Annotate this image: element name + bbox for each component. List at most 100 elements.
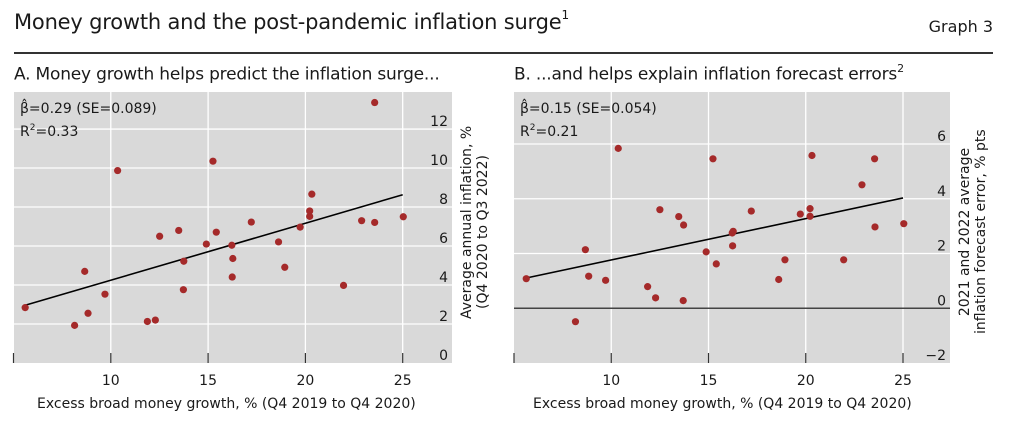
panel-a-data-point bbox=[151, 316, 159, 324]
panel-b-y-axis-label-line2: inflation forecast error, % pts bbox=[973, 129, 989, 334]
panel-a-data-point bbox=[371, 98, 379, 107]
panel-a-data-point bbox=[296, 223, 304, 231]
main-title-footnote: 1 bbox=[561, 8, 569, 22]
panel-a-x-tick-label: 15 bbox=[199, 373, 217, 389]
panel-a-data-point bbox=[84, 309, 92, 317]
header-divider bbox=[14, 52, 993, 54]
panel-a-y-tick-label: 12 bbox=[430, 114, 448, 130]
panel-b-data-point bbox=[871, 223, 879, 231]
panel-b-data-point bbox=[644, 283, 652, 291]
panel-a-data-point bbox=[21, 304, 29, 312]
panel-a-data-point bbox=[179, 286, 187, 294]
panel-a-y-tick-label: 6 bbox=[439, 231, 448, 247]
panel-a-data-point bbox=[81, 267, 89, 275]
panel-b-data-point bbox=[679, 296, 687, 305]
panel-b-y-tick-label: 2 bbox=[937, 239, 946, 255]
panel-a-data-point bbox=[358, 217, 366, 225]
panel-a-data-point bbox=[209, 157, 217, 165]
panel-a-y-axis-label: Average annual inflation, % (Q4 2020 to Q… bbox=[459, 125, 491, 319]
panel-a-x-tick-label: 25 bbox=[394, 373, 412, 389]
panel-a-data-point bbox=[274, 238, 283, 246]
panel-a-data-point bbox=[143, 317, 151, 326]
panel-b-data-point bbox=[858, 181, 866, 189]
panel-a-y-tick-label: 8 bbox=[439, 192, 448, 208]
panel-b-data-point bbox=[747, 207, 755, 215]
panel-b-data-point bbox=[900, 220, 908, 228]
panel-b-data-point bbox=[680, 221, 688, 229]
panel-a-title: A. Money growth helps predict the inflat… bbox=[14, 63, 440, 85]
panel-a-beta-annotation: β̂=0.29 (SE=0.089) bbox=[20, 98, 157, 117]
panel-b-title-footnote: 2 bbox=[897, 62, 904, 75]
panel-b-data-point bbox=[709, 155, 717, 163]
panel-b-y-axis-label: 2021 and 2022 average inflation forecast … bbox=[957, 129, 989, 334]
panel-a-y-axis-label-line1: Average annual inflation, % bbox=[459, 125, 475, 319]
panel-b-plot-area bbox=[514, 92, 950, 363]
panel-b-data-point bbox=[806, 212, 814, 220]
panel-b-y-tick-label: 4 bbox=[937, 184, 946, 200]
panel-a-data-point bbox=[308, 190, 316, 198]
panel-b-title: B. ...and helps explain inflation foreca… bbox=[514, 62, 904, 85]
panel-b-x-axis-label: Excess broad money growth, % (Q4 2019 to… bbox=[533, 396, 912, 412]
panel-b-data-point bbox=[651, 294, 660, 302]
panel-a-x-axis-label: Excess broad money growth, % (Q4 2019 to… bbox=[37, 396, 416, 412]
panel-b-y-axis-label-line1: 2021 and 2022 average bbox=[957, 147, 973, 317]
panel-a-data-point bbox=[281, 263, 289, 271]
panel-a-data-point bbox=[229, 254, 237, 263]
panel-a-regression-line bbox=[24, 193, 403, 307]
panel-a-data-point bbox=[399, 213, 407, 221]
panel-b-data-point bbox=[602, 276, 610, 284]
panel-b-data-point bbox=[781, 256, 789, 264]
panel-a-data-point bbox=[306, 207, 314, 215]
panel-a-plot-area bbox=[14, 92, 452, 363]
panel-b-r2-annotation: R2=0.21 bbox=[520, 123, 578, 140]
panel-a-data-point bbox=[71, 321, 79, 329]
panel-a-r2-annotation: R2=0.33 bbox=[20, 123, 78, 140]
panel-b-data-point bbox=[775, 275, 783, 284]
panel-b-x-tick-label: 25 bbox=[894, 373, 912, 389]
panel-a-x-tick-label: 20 bbox=[296, 373, 314, 389]
panel-a-y-tick-label: 4 bbox=[439, 270, 448, 286]
graph-number-label: Graph 3 bbox=[928, 17, 993, 36]
panel-b-data-point bbox=[806, 205, 814, 213]
panel-b-data-point bbox=[614, 144, 622, 152]
panel-a-data-point bbox=[228, 241, 236, 249]
panel-a-data-point bbox=[371, 218, 379, 227]
panel-b-y-tick-label: 6 bbox=[937, 129, 946, 145]
panel-b-regression-line bbox=[525, 197, 904, 279]
main-title-text: Money growth and the post-pandemic infla… bbox=[14, 10, 562, 34]
panel-b-beta-annotation: β̂=0.15 (SE=0.054) bbox=[520, 98, 657, 117]
panel-b-data-point bbox=[840, 256, 848, 264]
panel-a-data-point bbox=[202, 240, 210, 248]
panel-b-data-point bbox=[796, 210, 804, 218]
panel-b-data-point bbox=[712, 260, 720, 268]
panel-a-x-tick-label: 10 bbox=[102, 373, 120, 389]
panel-a-y-axis-label-line2: (Q4 2020 to Q3 2022) bbox=[475, 155, 491, 309]
panel-b-data-point bbox=[871, 155, 879, 163]
panel-b-title-text: B. ...and helps explain inflation foreca… bbox=[514, 64, 898, 85]
panel-b-data-point bbox=[702, 248, 710, 256]
panel-b-data-point bbox=[581, 246, 589, 254]
panel-a-data-point bbox=[228, 273, 236, 281]
panel-a-data-point bbox=[156, 232, 164, 240]
panel-a-data-point bbox=[180, 257, 188, 265]
panel-a-y-tick-label: 10 bbox=[430, 153, 448, 169]
panel-b-data-point bbox=[808, 151, 816, 160]
panel-a-y-tick-label: 2 bbox=[439, 309, 448, 325]
panel-b-x-tick-label: 10 bbox=[602, 373, 620, 389]
panel-b-data-point bbox=[675, 212, 683, 221]
panel-b-data-point bbox=[571, 318, 580, 326]
panel-a-y-tick-label: 0 bbox=[439, 348, 448, 364]
panel-b-data-point bbox=[729, 227, 737, 235]
main-title: Money growth and the post-pandemic infla… bbox=[14, 8, 569, 34]
panel-b-data-point bbox=[729, 242, 737, 250]
panel-a-data-point bbox=[247, 218, 255, 226]
panel-a-data-point bbox=[212, 228, 220, 236]
panel-a-data-point bbox=[175, 226, 183, 235]
panel-b-data-point bbox=[656, 206, 664, 214]
panel-b-x-tick-label: 15 bbox=[700, 373, 718, 389]
panel-a-data-point bbox=[101, 290, 109, 298]
panel-a-data-point bbox=[339, 281, 348, 290]
panel-b-y-tick-label: 0 bbox=[937, 293, 946, 309]
panel-b-data-point bbox=[522, 275, 530, 283]
